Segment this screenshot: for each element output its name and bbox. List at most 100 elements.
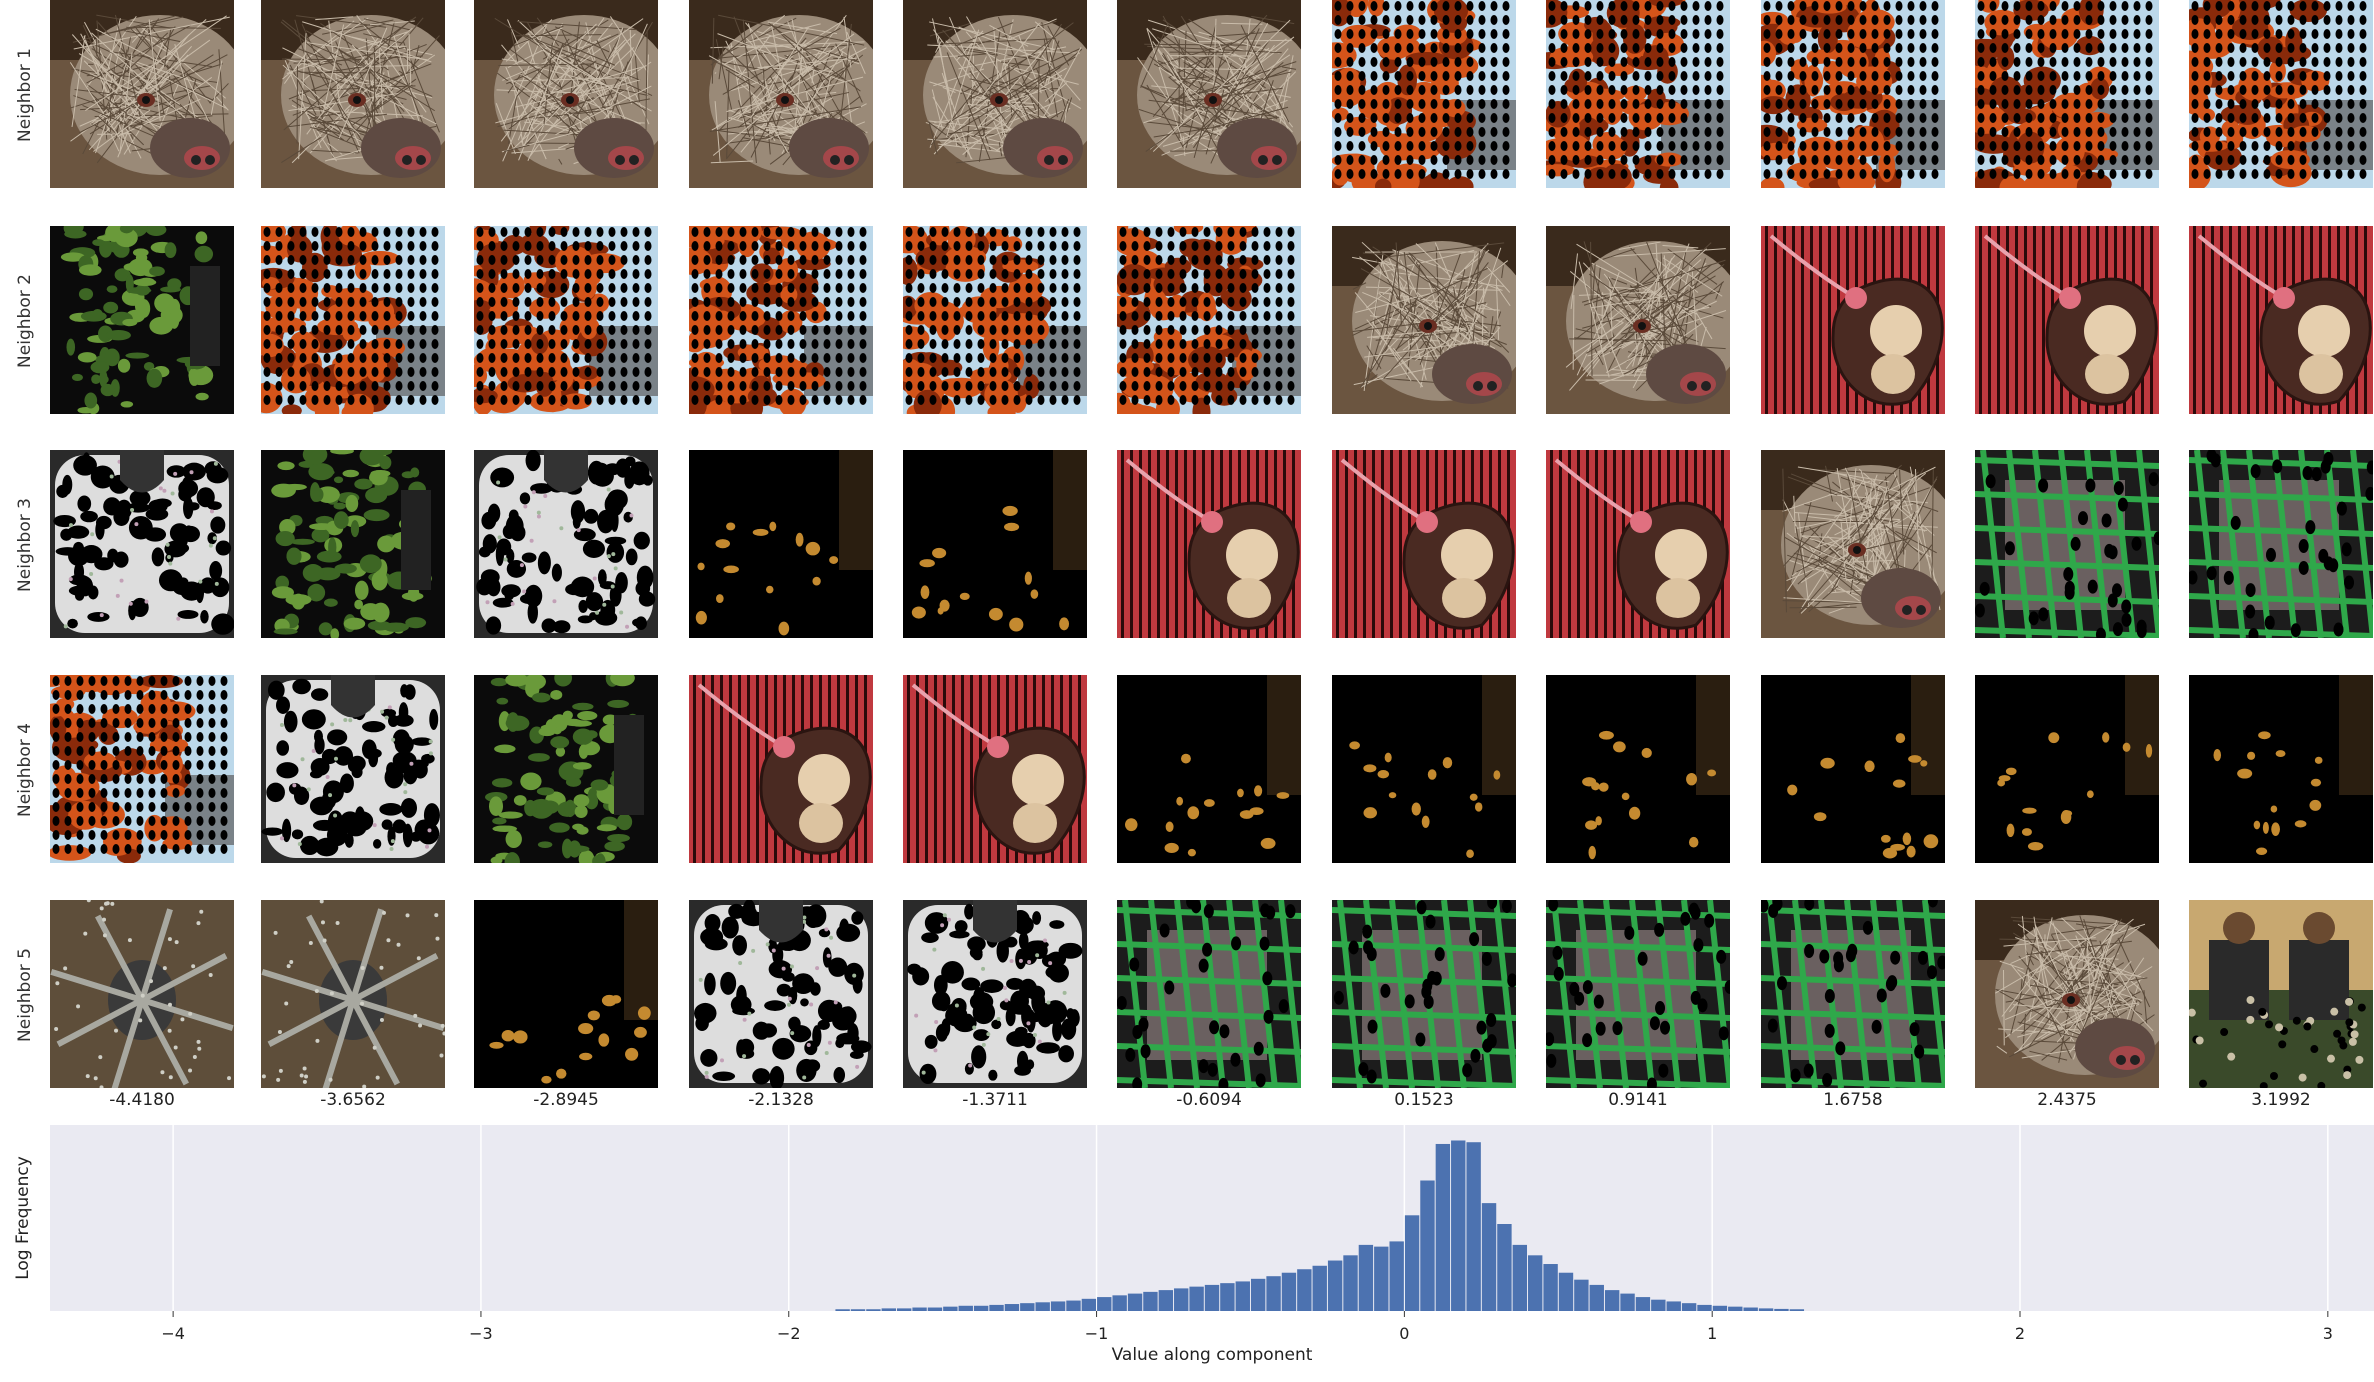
row-label: Neighbor 5 bbox=[10, 900, 40, 1090]
tile-thumbnail bbox=[1117, 0, 1301, 188]
tile-thumbnail bbox=[50, 450, 234, 638]
tile-thumbnail bbox=[1546, 900, 1730, 1088]
neighbor-image-red-heart-pendant bbox=[1546, 450, 1730, 638]
neighbor-image-mongoose bbox=[1761, 450, 1945, 638]
tile-thumbnail bbox=[903, 450, 1087, 638]
column-value-label: -3.6562 bbox=[320, 1090, 386, 1110]
histogram-bar bbox=[1651, 1299, 1666, 1311]
tile-thumbnail bbox=[474, 900, 658, 1088]
histogram-bar bbox=[1343, 1255, 1358, 1311]
tile-thumbnail bbox=[1332, 0, 1516, 188]
histogram-bar bbox=[1297, 1269, 1312, 1311]
histogram-bar bbox=[866, 1309, 881, 1311]
histogram-bar bbox=[1635, 1297, 1651, 1311]
neighbor-image-green-leaves bbox=[50, 226, 234, 414]
column-value-label: 3.1992 bbox=[2251, 1090, 2311, 1110]
neighbor-image-orange-feathers bbox=[689, 226, 873, 414]
histogram-bar bbox=[1327, 1260, 1343, 1311]
neighbor-image-mongoose bbox=[1975, 900, 2159, 1088]
tile-thumbnail bbox=[1761, 450, 1945, 638]
neighbor-image-white-bib bbox=[261, 675, 445, 863]
neighbor-image-orange-feathers bbox=[903, 226, 1087, 414]
histogram-bar bbox=[1112, 1295, 1127, 1311]
tile-thumbnail bbox=[1975, 450, 2159, 638]
histogram-bar bbox=[1743, 1307, 1758, 1311]
tile-thumbnail bbox=[50, 0, 234, 188]
neighbor-image-red-heart-pendant bbox=[1975, 226, 2159, 414]
x-tick-label: 2 bbox=[2015, 1324, 2025, 1343]
histogram-bar bbox=[1789, 1309, 1805, 1311]
tile-thumbnail bbox=[2189, 675, 2373, 863]
column-value-label: -4.4180 bbox=[109, 1090, 175, 1110]
tile-thumbnail bbox=[689, 900, 873, 1088]
histogram-bar bbox=[973, 1305, 989, 1311]
tile-thumbnail bbox=[689, 450, 873, 638]
histogram-bar bbox=[1620, 1293, 1635, 1311]
histogram-bar bbox=[1174, 1288, 1189, 1311]
tile-thumbnail bbox=[1761, 675, 1945, 863]
tile-thumbnail bbox=[474, 675, 658, 863]
histogram-bar bbox=[1666, 1301, 1681, 1311]
y-axis-label: Log Frequency bbox=[13, 1156, 33, 1280]
tile-thumbnail bbox=[1546, 0, 1730, 188]
tile-thumbnail bbox=[1975, 900, 2159, 1088]
neighbor-image-green-cage bbox=[1546, 900, 1730, 1088]
neighbor-image-orange-feathers bbox=[1761, 0, 1945, 188]
histogram-bar bbox=[1250, 1278, 1266, 1311]
histogram-bar bbox=[1158, 1290, 1174, 1311]
tile-thumbnail bbox=[1332, 675, 1516, 863]
neighbor-image-dark-scene bbox=[474, 900, 658, 1088]
histogram-bar bbox=[1574, 1279, 1589, 1311]
histogram-bar bbox=[1220, 1283, 1235, 1311]
tile-thumbnail bbox=[903, 0, 1087, 188]
tile-thumbnail bbox=[1761, 900, 1945, 1088]
neighbor-image-dark-scene bbox=[1117, 675, 1301, 863]
tile-thumbnail bbox=[474, 0, 658, 188]
histogram-bar bbox=[835, 1309, 850, 1311]
column-value-label: 0.9141 bbox=[1608, 1090, 1668, 1110]
tile-thumbnail bbox=[50, 675, 234, 863]
histogram-bar bbox=[1066, 1300, 1081, 1311]
neighbor-image-dark-scene bbox=[903, 450, 1087, 638]
neighbor-image-dark-scene bbox=[2189, 675, 2373, 863]
histogram-bar bbox=[850, 1309, 866, 1311]
tile-thumbnail bbox=[689, 226, 873, 414]
neighbor-image-red-heart-pendant bbox=[2189, 226, 2373, 414]
neighbor-image-mongoose bbox=[474, 0, 658, 188]
tile-thumbnail bbox=[1117, 226, 1301, 414]
histogram-bar bbox=[943, 1306, 958, 1311]
tile-thumbnail bbox=[1546, 675, 1730, 863]
histogram-bar bbox=[1389, 1241, 1404, 1311]
neighbor-image-green-cage bbox=[1761, 900, 1945, 1088]
row-label: Neighbor 3 bbox=[10, 450, 40, 640]
neighbor-image-mongoose bbox=[261, 0, 445, 188]
histogram-bar bbox=[1004, 1304, 1020, 1311]
histogram-bar bbox=[896, 1308, 912, 1311]
neighbor-image-orange-feathers bbox=[261, 226, 445, 414]
column-value-label: 2.4375 bbox=[2037, 1090, 2097, 1110]
histogram-bar bbox=[1035, 1302, 1050, 1311]
histogram-bar bbox=[1312, 1265, 1327, 1311]
tile-thumbnail bbox=[474, 226, 658, 414]
histogram-bar bbox=[1728, 1306, 1743, 1311]
neighbor-image-mongoose bbox=[689, 0, 873, 188]
neighbor-image-orange-feathers bbox=[474, 226, 658, 414]
histogram-bar bbox=[1374, 1246, 1389, 1311]
tile-thumbnail bbox=[261, 450, 445, 638]
x-tick-label: 3 bbox=[2323, 1324, 2333, 1343]
tile-thumbnail bbox=[1117, 900, 1301, 1088]
histogram-bar bbox=[1281, 1272, 1297, 1311]
histogram-bar bbox=[1081, 1298, 1097, 1311]
neighbor-image-people-collage bbox=[2189, 900, 2373, 1088]
x-tick-label: 1 bbox=[1707, 1324, 1717, 1343]
neighbor-image-red-heart-pendant bbox=[903, 675, 1087, 863]
tile-thumbnail bbox=[2189, 226, 2373, 414]
neighbor-image-green-cage bbox=[2189, 450, 2373, 638]
histogram-bar bbox=[1050, 1301, 1066, 1311]
histogram-bar bbox=[958, 1305, 973, 1311]
tile-thumbnail bbox=[1975, 226, 2159, 414]
tile-thumbnail bbox=[903, 900, 1087, 1088]
tile-thumbnail bbox=[1332, 226, 1516, 414]
neighbor-image-dark-scene bbox=[1975, 675, 2159, 863]
histogram-bar bbox=[1543, 1264, 1558, 1311]
